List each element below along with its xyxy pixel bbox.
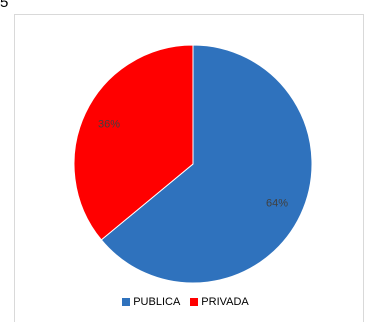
- chart-frame: [14, 14, 364, 322]
- chart-legend: PUBLICA PRIVADA: [0, 296, 371, 308]
- legend-label-publica: PUBLICA: [133, 296, 181, 308]
- legend-swatch-privada: [190, 298, 199, 306]
- legend-swatch-publica: [122, 298, 131, 306]
- pie-slice-publica: [100, 44, 313, 284]
- pie-slice-privada: [73, 44, 194, 241]
- data-label-publica: 64%: [266, 197, 288, 209]
- pie-data-labels: 64% 36%: [98, 118, 288, 209]
- stray-digit: 5: [0, 0, 9, 11]
- data-label-privada: 36%: [98, 118, 120, 130]
- legend-label-privada: PRIVADA: [201, 296, 249, 308]
- pie-slices: [73, 44, 313, 284]
- legend-item-publica: PUBLICA: [122, 296, 180, 308]
- legend-item-privada: PRIVADA: [190, 296, 249, 308]
